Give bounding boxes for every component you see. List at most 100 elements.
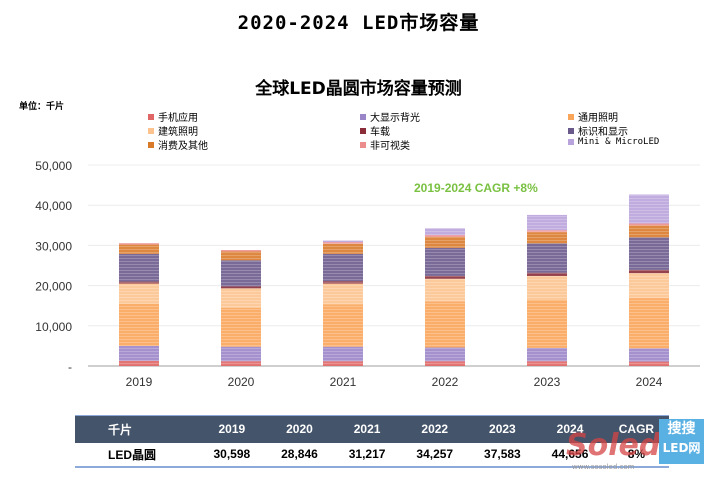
bar-segment-texture xyxy=(323,240,363,243)
bar-segment-texture xyxy=(323,361,363,366)
bar-segment-texture xyxy=(323,304,363,347)
legend-item: 通用照明 xyxy=(568,109,618,124)
chart-legend: 手机应用 大显示背光 通用照明建筑照明 车载 标识和显示消费及其他 非可视类 Mini & … xyxy=(148,109,708,152)
bar-segment-texture xyxy=(221,346,261,362)
bar-segment-texture xyxy=(119,360,159,366)
legend-item: 非可视类 xyxy=(360,137,410,152)
bar-segment-texture xyxy=(323,346,363,362)
legend-label: 标识和显示 xyxy=(578,127,628,138)
bar-segment-texture xyxy=(221,288,261,308)
bar-segment-texture xyxy=(425,275,465,279)
legend-label: 建筑照明 xyxy=(158,127,198,138)
bar-segment-texture xyxy=(425,236,465,248)
y-tick-label: 30,000 xyxy=(35,239,72,253)
legend-swatch xyxy=(568,127,574,134)
bar-segment-texture xyxy=(527,243,567,273)
bar-segment-texture xyxy=(527,214,567,231)
legend-swatch xyxy=(360,141,366,148)
table-header-cell: 2023 xyxy=(489,422,516,437)
table-cell: 37,583 xyxy=(484,447,521,461)
bar-segment-texture xyxy=(425,228,465,236)
table-cell: 34,257 xyxy=(416,447,454,461)
legend-label: 车载 xyxy=(370,127,390,138)
bar-segment-texture xyxy=(221,250,261,252)
bar-segment-texture xyxy=(119,244,159,254)
legend-label: 通用照明 xyxy=(578,113,618,124)
x-tick-label: 2022 xyxy=(432,375,459,389)
y-tick-label: 20,000 xyxy=(35,280,72,294)
bar-segment-texture xyxy=(221,361,261,366)
table-row: LED晶圆 30,598 28,846 31,217 34,257 37,583… xyxy=(75,443,669,467)
bar-segment-texture xyxy=(629,361,669,366)
bar-segment-texture xyxy=(323,281,363,284)
legend-label: Mini & MicroLED xyxy=(578,137,660,147)
table-header-cell: CAGR xyxy=(618,422,655,437)
table-cell: 28,846 xyxy=(281,447,318,461)
legend-swatch xyxy=(148,141,154,148)
x-tick-label: 2020 xyxy=(228,375,255,389)
table-header-cell: 千片 xyxy=(108,422,133,437)
table-header-cell: 2024 xyxy=(556,422,584,437)
legend-swatch xyxy=(568,139,574,145)
legend-swatch xyxy=(148,113,154,120)
legend-label: 非可视类 xyxy=(370,141,410,152)
bar-segment-texture xyxy=(425,235,465,237)
bar-segment-texture xyxy=(527,361,567,366)
legend-label: 消费及其他 xyxy=(158,141,208,152)
x-tick-label: 2019 xyxy=(126,375,153,389)
legend-item: 消费及其他 xyxy=(148,137,208,152)
watermark-badge: 搜搜 LED网 xyxy=(659,419,704,464)
watermark-logo: Soled www.sosoled.com xyxy=(566,428,661,471)
watermark-badge-line2: LED网 xyxy=(662,441,701,455)
bar-segment-texture xyxy=(323,253,363,282)
bar-segment-texture xyxy=(527,272,567,276)
bar-segment-texture xyxy=(323,283,363,305)
bar-segment-texture xyxy=(527,347,567,362)
bar-segment-texture xyxy=(629,348,669,362)
y-tick-label: 40,000 xyxy=(35,199,72,213)
y-tick-label: 10,000 xyxy=(35,320,72,334)
bar-segment-texture xyxy=(425,247,465,276)
bar-segment-texture xyxy=(119,345,159,361)
watermark-badge-line1: 搜搜 xyxy=(667,421,696,437)
table-cell: 44,656 xyxy=(551,447,589,461)
legend-label: 手机应用 xyxy=(158,113,198,124)
watermark-brand: Soled xyxy=(566,428,661,463)
watermark-url: www.sosoled.com xyxy=(572,463,635,471)
bar-segment-texture xyxy=(221,251,261,261)
legend-swatch xyxy=(148,127,154,134)
x-tick-label: 2021 xyxy=(330,375,357,389)
legend-item: 车载 xyxy=(360,123,390,138)
legend-item: 建筑照明 xyxy=(148,123,198,138)
y-tick-label: 50,000 xyxy=(35,159,72,173)
data-table: 千片 2019 2020 2021 2022 2023 2024 CAGR LE… xyxy=(75,415,669,468)
legend-swatch xyxy=(568,113,574,120)
table-cell: 31,217 xyxy=(348,447,386,461)
bar-segment-texture xyxy=(119,242,159,245)
stacked-bar-chart: - 10,000 20,000 30,000 40,000 50,000 2019 2020 2… xyxy=(35,159,700,389)
table-cell: 8% xyxy=(627,447,646,461)
table-cell: 30,598 xyxy=(213,447,251,461)
y-tick-label: - xyxy=(68,360,72,374)
legend-label: 大显示背光 xyxy=(370,113,420,124)
legend-item: 手机应用 xyxy=(148,109,198,124)
table-header-row: 千片 2019 2020 2021 2022 2023 2024 CAGR xyxy=(75,415,669,443)
main-title: 2020-2024 LED市场容量 xyxy=(237,12,480,34)
bar-segment-texture xyxy=(629,237,669,270)
bar-segment-texture xyxy=(629,269,669,274)
cagr-annotation: 2019-2024 CAGR +8% xyxy=(414,181,538,195)
bar-segment-texture xyxy=(221,260,261,287)
legend-item: 标识和显示 xyxy=(568,123,628,138)
bar-segment-texture xyxy=(323,243,363,254)
bar-segment-texture xyxy=(629,194,669,224)
bar-segment-texture xyxy=(527,230,567,233)
bar-segment-texture xyxy=(425,278,465,302)
bar-segment-texture xyxy=(323,242,363,244)
bar-segment-texture xyxy=(425,361,465,366)
legend-item: 大显示背光 xyxy=(360,109,420,124)
bar-segment-texture xyxy=(425,347,465,362)
bar-segment-texture xyxy=(221,307,261,347)
bar-segment-texture xyxy=(527,299,567,348)
legend-swatch xyxy=(360,113,366,120)
table-cell: LED晶圆 xyxy=(108,447,157,462)
